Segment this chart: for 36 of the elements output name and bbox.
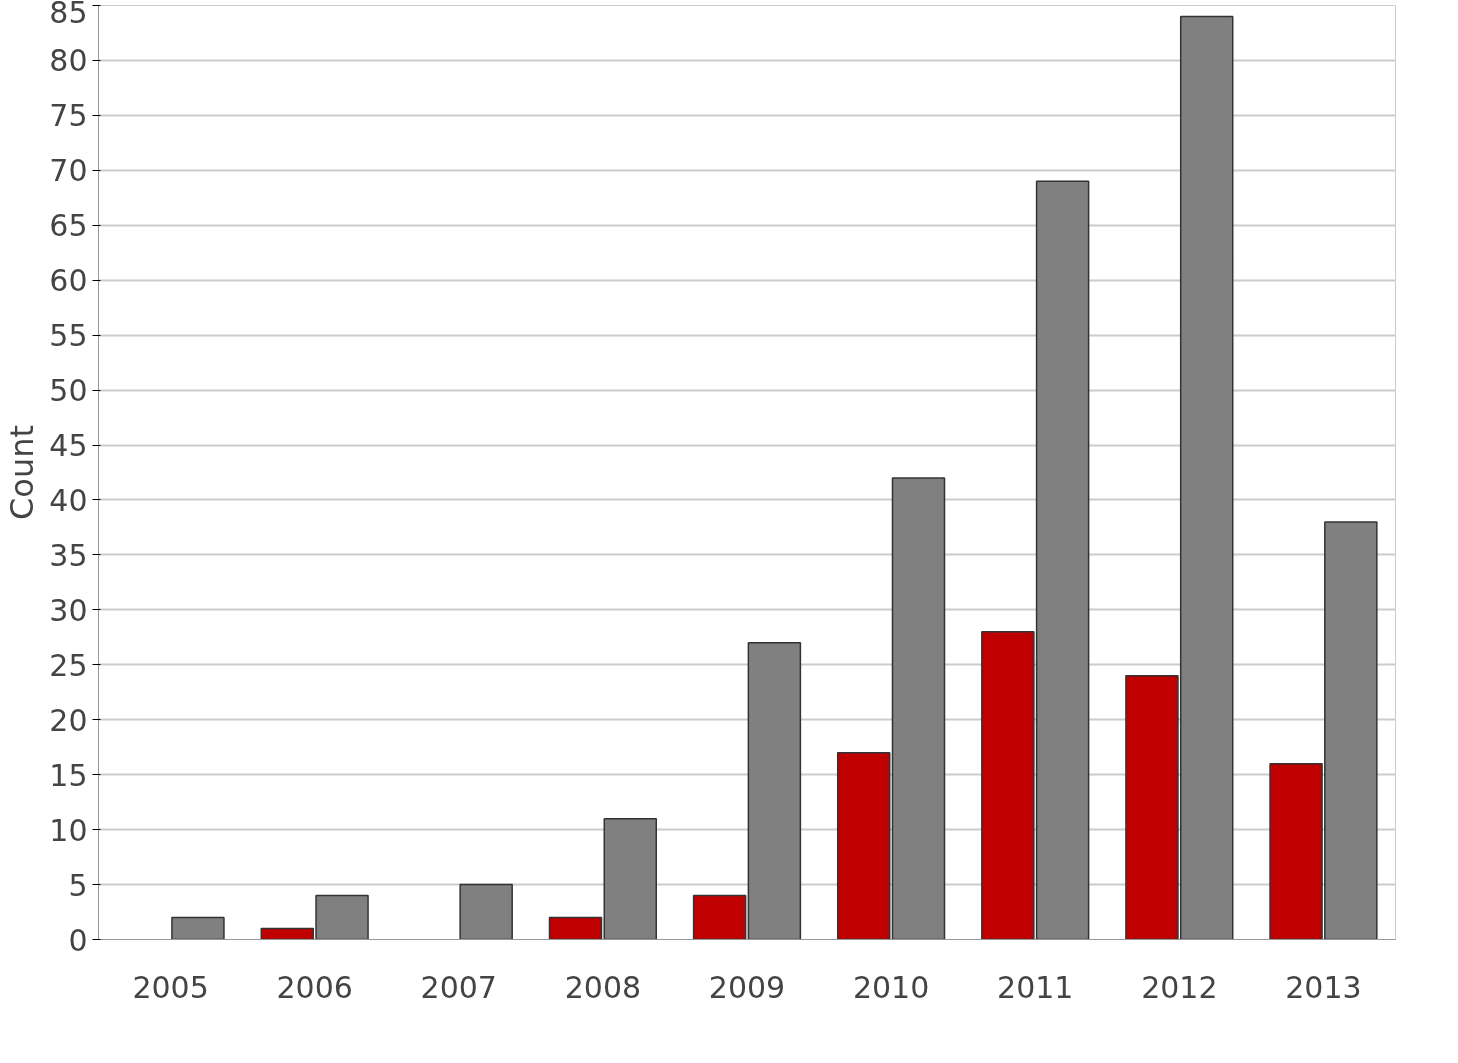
y-tick-label: 35: [49, 537, 88, 573]
y-tick-label: 55: [49, 318, 88, 354]
y-tick-label: 85: [49, 0, 88, 30]
bar: [692, 894, 747, 940]
bar: [891, 477, 946, 940]
bar: [603, 817, 658, 940]
x-tick-label: 2009: [708, 969, 786, 1005]
y-tick-label: 60: [49, 263, 88, 299]
x-tick-label: 2011: [997, 969, 1074, 1005]
y-tick-label: 65: [49, 208, 88, 244]
y-tick-label: 0: [68, 922, 88, 958]
bar: [171, 916, 225, 940]
x-tick-label: 2013: [1285, 969, 1362, 1005]
x-tick-label: 2008: [564, 969, 642, 1005]
x-tick-label: 2010: [852, 969, 930, 1005]
bar: [548, 916, 603, 940]
y-tick-label: 75: [49, 98, 88, 134]
y-tick-label: 30: [49, 592, 88, 628]
bar: [459, 883, 513, 940]
y-tick-label: 15: [49, 757, 88, 793]
y-tick-label: 10: [49, 812, 88, 848]
bar: [836, 751, 891, 940]
y-tick-label: 45: [49, 428, 88, 464]
x-tick-label: 2012: [1141, 969, 1218, 1005]
y-tick-label: 20: [49, 702, 88, 738]
x-tick-label: 2007: [420, 969, 497, 1005]
y-tick-label: 5: [68, 867, 88, 903]
y-tick-label: 25: [49, 647, 88, 683]
y-tick-label: 80: [49, 43, 88, 79]
x-tick-label: 2006: [276, 969, 353, 1005]
y-tick-label: 70: [49, 153, 88, 189]
y-tick-label: 50: [49, 373, 88, 409]
x-tick-label: 2005: [132, 969, 209, 1005]
bar: [747, 642, 802, 940]
y-tick-label: 40: [49, 482, 88, 518]
y-axis-title: Count: [3, 424, 42, 521]
